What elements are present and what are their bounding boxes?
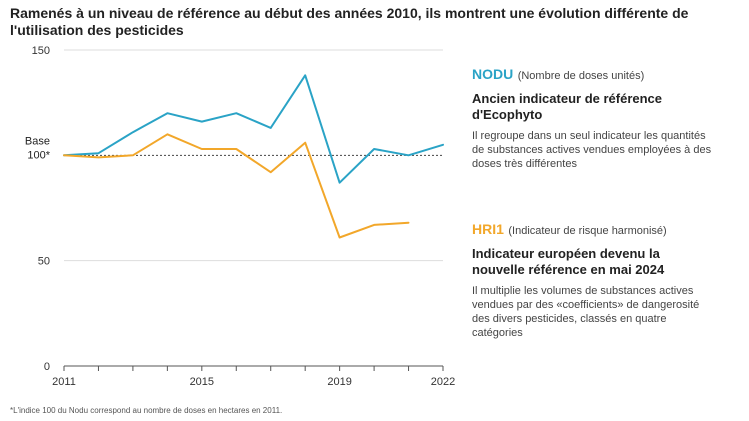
chart-series [63, 74, 444, 239]
legend-hri-subtitle: (Indicateur de risque harmonisé) [508, 225, 667, 237]
legend-hri-description: Il multiplie les volumes de substances a… [472, 285, 700, 339]
y-tick-label-50: 50 [38, 256, 50, 268]
series-line-nodu [63, 74, 444, 184]
legend-hri-name: HRI1 [472, 221, 504, 237]
legend-nodu-name: NODU [472, 66, 514, 82]
x-tick-label-2011: 2011 [52, 376, 76, 388]
legend-hri: HRI1 (Indicateur de risque harmonisé) In… [472, 221, 712, 340]
x-tick-label-2015: 2015 [190, 376, 214, 388]
legend-nodu-description: Il regroupe dans un seul indicateur les … [472, 130, 712, 170]
legend-hri-heading: Indicateur européen devenu la nouvelle r… [472, 246, 665, 277]
reference-label-100: 100* [27, 149, 50, 161]
chart-title: Ramenés à un niveau de référence au débu… [10, 5, 689, 38]
footnote: *L'indice 100 du Nodu correspond au nomb… [10, 406, 283, 415]
legend-nodu-heading: Ancien indicateur de référence d'Ecophyt… [472, 91, 663, 122]
chart-axes: 0 50 150 2011 2015 2019 2022 Base 100* [25, 45, 455, 388]
x-tick-label-2022: 2022 [431, 376, 455, 388]
y-tick-label-150: 150 [32, 45, 50, 57]
line-chart: 0 50 150 2011 2015 2019 2022 Base 100* [25, 45, 455, 388]
legend-nodu: NODU (Nombre de doses unités) Ancien ind… [472, 66, 712, 171]
y-tick-label-0: 0 [44, 361, 50, 373]
chart-grid [64, 49, 443, 262]
reference-label-base: Base [25, 135, 50, 147]
legend-nodu-subtitle: (Nombre de doses unités) [517, 70, 645, 82]
x-tick-label-2019: 2019 [327, 376, 351, 388]
series-line-hri1 [63, 133, 410, 239]
